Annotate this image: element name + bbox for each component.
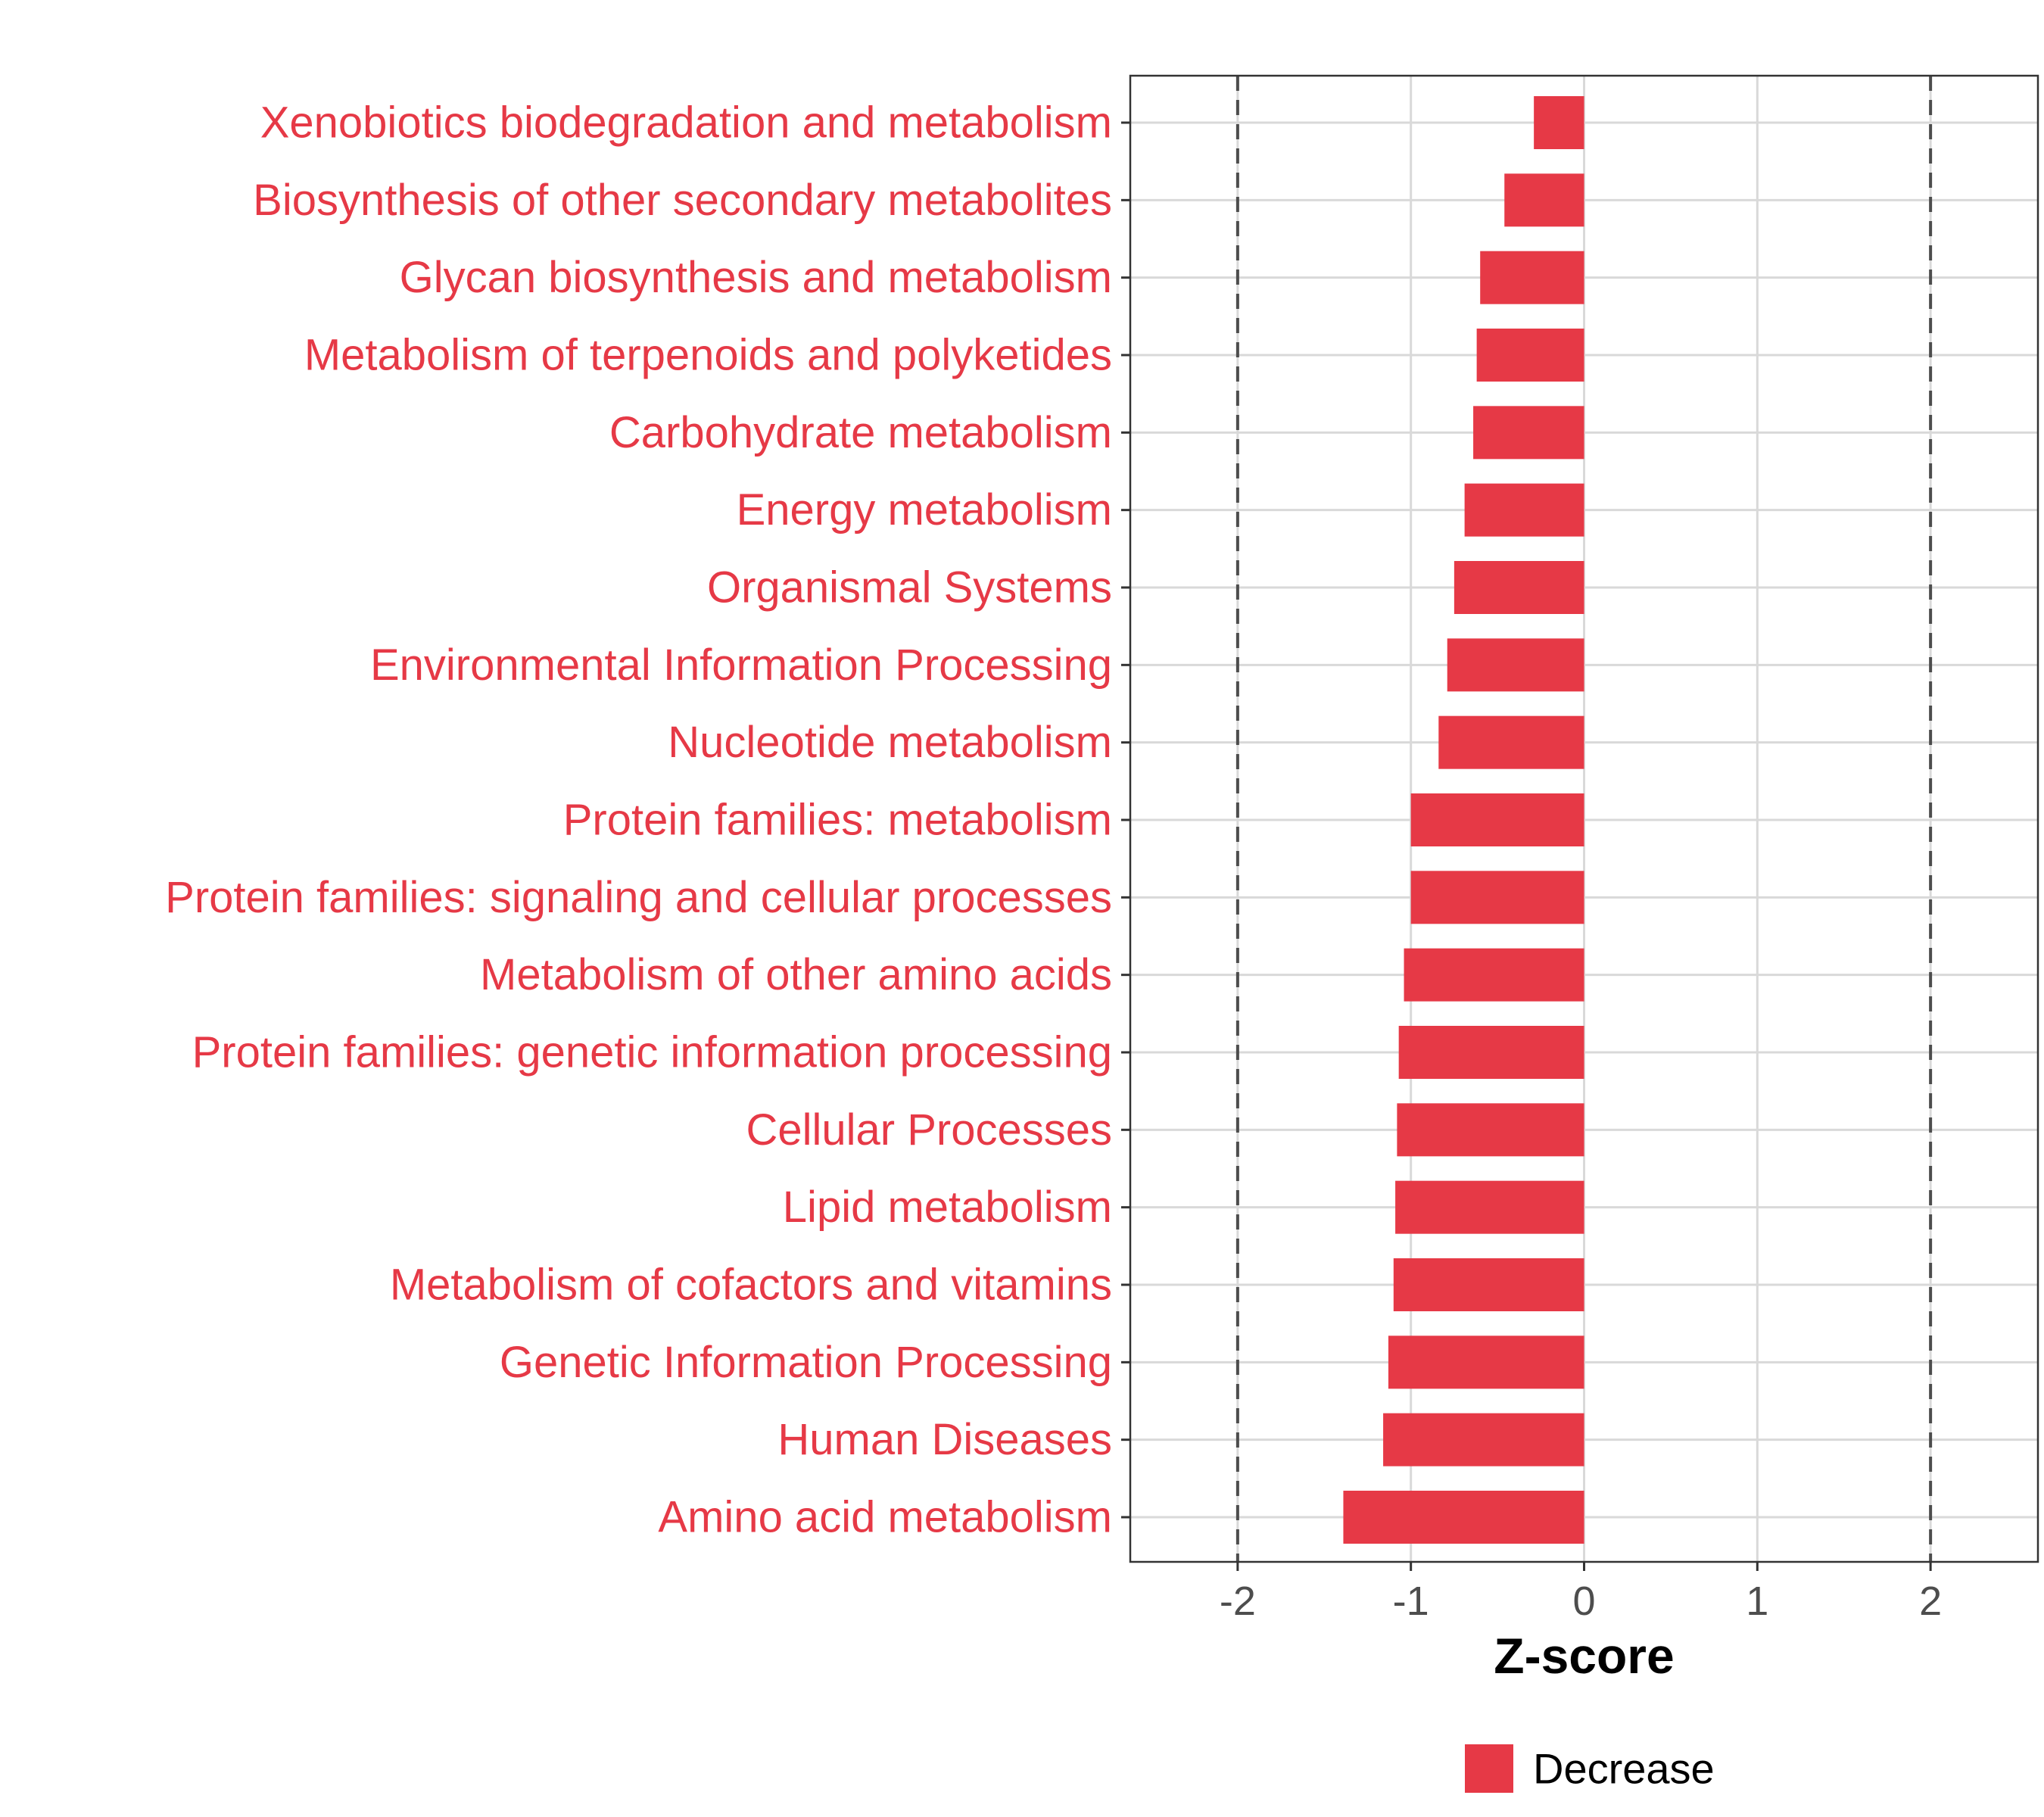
legend-swatch-decrease (1465, 1744, 1513, 1793)
category-label: Metabolism of cofactors and vitamins (390, 1261, 1112, 1310)
legend: Decrease (1465, 1744, 1715, 1793)
category-label: Protein families: genetic information pr… (192, 1028, 1112, 1077)
category-label: Energy metabolism (737, 485, 1112, 535)
category-label: Protein families: signaling and cellular… (165, 873, 1112, 922)
x-axis-title: Z-score (1494, 1628, 1674, 1684)
bar (1410, 871, 1584, 924)
bar (1476, 329, 1584, 382)
bar (1410, 793, 1584, 846)
category-label: Carbohydrate metabolism (609, 408, 1112, 457)
bar (1454, 561, 1584, 614)
x-tick-label: -2 (1220, 1579, 1256, 1624)
reference-lines (1235, 76, 1933, 1562)
bar (1395, 1180, 1584, 1234)
category-label: Human Diseases (777, 1415, 1112, 1464)
bar (1404, 948, 1584, 1002)
bar (1447, 638, 1584, 692)
bar (1393, 1258, 1584, 1311)
bar (1480, 251, 1584, 304)
category-label: Glycan biosynthesis and metabolism (400, 253, 1112, 302)
category-label: Biosynthesis of other secondary metaboli… (253, 176, 1112, 225)
bar (1438, 715, 1584, 769)
bar (1464, 483, 1584, 537)
bar (1383, 1413, 1584, 1466)
bar (1504, 173, 1584, 227)
category-label: Organismal Systems (707, 563, 1112, 612)
category-label: Metabolism of other amino acids (480, 950, 1112, 999)
category-label: Cellular Processes (746, 1105, 1112, 1155)
category-label: Nucleotide metabolism (668, 718, 1112, 767)
x-tick-label: -1 (1393, 1579, 1429, 1624)
category-label: Protein families: metabolism (563, 796, 1112, 845)
bar (1388, 1335, 1584, 1389)
bar (1398, 1026, 1584, 1079)
bars (1343, 96, 1584, 1544)
x-tick-label: 0 (1572, 1579, 1595, 1624)
category-label: Xenobiotics biodegradation and metabolis… (260, 98, 1112, 148)
x-axis-ticks: -2 -1 0 1 2 (1220, 1562, 1942, 1624)
category-label: Environmental Information Processing (370, 640, 1112, 690)
x-tick-label: 1 (1746, 1579, 1768, 1624)
bar (1397, 1103, 1584, 1157)
category-label: Amino acid metabolism (658, 1493, 1112, 1542)
y-axis-ticks: Xenobiotics biodegradation and metabolis… (165, 98, 1130, 1542)
category-label: Metabolism of terpenoids and polyketides (304, 331, 1112, 380)
bar (1534, 96, 1584, 149)
category-label: Genetic Information Processing (500, 1338, 1112, 1387)
bar (1473, 406, 1584, 460)
bar (1343, 1491, 1584, 1544)
legend-label-decrease: Decrease (1533, 1745, 1715, 1793)
x-tick-label: 2 (1919, 1579, 1942, 1624)
category-label: Lipid metabolism (783, 1183, 1112, 1232)
